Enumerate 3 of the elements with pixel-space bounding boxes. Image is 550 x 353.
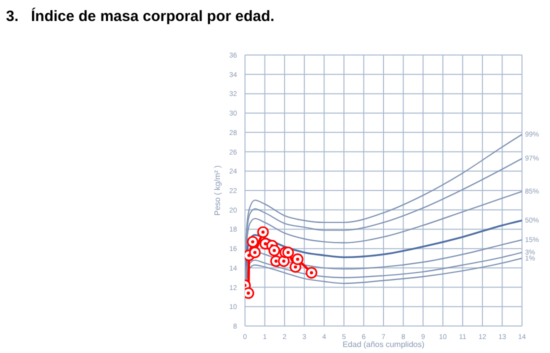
x-axis-title: Edad (años cumplidos): [342, 340, 425, 349]
y-axis-title: Peso ( kg/m² ): [212, 165, 222, 216]
chart-title: 3. Índice de masa corporal por edad.: [6, 8, 274, 25]
